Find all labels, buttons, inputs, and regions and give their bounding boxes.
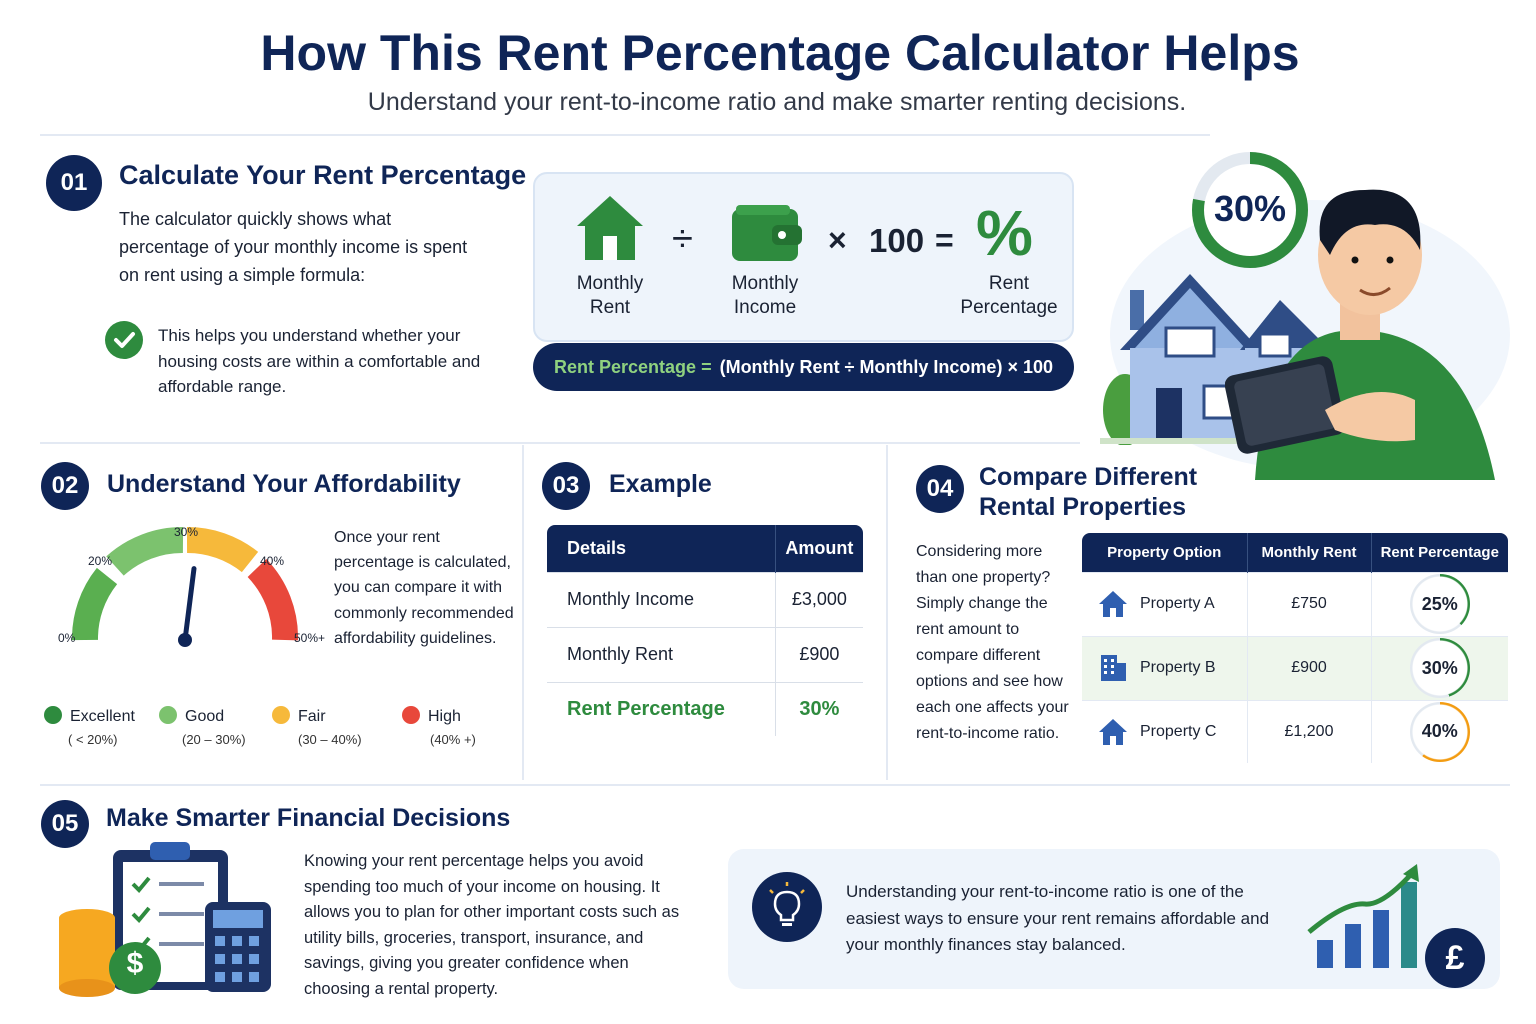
example-income-label: Monthly Income [547,571,776,627]
section1-body: The calculator quickly shows what percen… [119,209,468,285]
example-percentage-label: Rent Percentage [547,681,776,736]
example-rent-label: Monthly Rent [547,626,776,682]
house-icon [1099,718,1127,745]
legend-dot-high [402,706,420,724]
formula-result-label: Rent Percentage [960,273,1058,318]
example-income-value: £3,000 [774,571,863,627]
property-c-name: Property C [1140,722,1217,740]
building-icon [1101,655,1126,681]
affordability-gauge [50,520,330,665]
section2-body: Once your rent percentage is calculated,… [334,529,514,647]
percent-icon: % [976,197,1033,269]
example-table: Details Amount Monthly Income £3,000 Mon… [545,523,865,738]
property-a-rent: £750 [1246,571,1371,636]
formula-income-label: Monthly Income [731,273,799,318]
section1-check-text: This helps you understand whether your h… [158,326,481,396]
row1-divider [40,442,1080,444]
legend-high: High [402,706,461,726]
property-table: Property Option Monthly Rent Rent Percen… [1080,531,1510,765]
section-title-decisions: Make Smarter Financial Decisions [106,804,511,832]
example-header-details: Details [547,525,776,572]
section-number-03: 03 [542,462,590,510]
hundred-value: 100 [869,222,925,259]
table-row: Property C £1,200 40% [1082,699,1508,763]
property-c-rent: £1,200 [1246,699,1371,763]
gauge-tick-30: 30% [174,525,199,539]
section-title-affordability: Understand Your Affordability [107,470,461,498]
formula-bar-label: Rent Percentage = [554,356,712,377]
property-a-percentage: 25% [1409,574,1470,634]
legend-range-good: (20 – 30%) [182,732,246,747]
formula-bar-expression: (Monthly Rent ÷ Monthly Income) × 100 [719,356,1053,377]
tip-text: Understanding your rent-to-income ratio … [846,882,1270,954]
section-number-05: 05 [41,800,89,848]
legend-good: Good [159,706,224,726]
divider-3-4 [886,445,888,780]
check-icon [105,321,143,359]
pound-coin-icon: £ [1425,928,1485,988]
person-illustration [1224,180,1505,485]
clipboard-icon [55,840,285,1005]
property-a-name: Property A [1140,595,1215,612]
table-row: Monthly Rent £900 [547,626,863,682]
legend-range-high: (40% +) [430,732,476,747]
equals-symbol: = [935,222,954,258]
lightbulb-icon [752,872,822,942]
property-header-percentage: Rent Percentage [1370,533,1508,572]
row2-divider [40,784,1510,786]
legend-fair: Fair [272,706,326,726]
gauge-tick-40: 40% [260,554,285,568]
divide-symbol: ÷ [672,218,693,260]
formula-bar: Rent Percentage = (Monthly Rent ÷ Monthl… [533,343,1074,391]
growth-chart-icon [1305,862,1445,977]
property-header-option: Property Option [1082,533,1247,572]
legend-range-fair: (30 – 40%) [298,732,362,747]
table-row: Rent Percentage 30% [547,681,863,736]
section-number-02: 02 [41,462,89,510]
section-title-example: Example [609,470,712,498]
section5-body: Knowing your rent percentage helps you a… [304,852,680,998]
example-header-amount: Amount [774,525,863,572]
dollar-coin-icon: $ [126,947,144,980]
property-b-percentage: 30% [1409,638,1470,698]
section-title-calculate: Calculate Your Rent Percentage [119,160,527,190]
legend-dot-fair [272,706,290,724]
table-row: Property A £750 25% [1082,571,1508,636]
divider-2-3 [522,445,524,780]
formula-rent-label: Monthly Rent [576,273,644,318]
example-rent-value: £900 [774,626,863,682]
legend-excellent: Excellent [44,706,135,726]
gauge-tick-0: 0% [58,631,76,645]
property-header-rent: Monthly Rent [1246,533,1371,572]
tip-panel [728,849,1500,989]
percent-ring [1188,148,1312,272]
legend-dot-good [159,706,177,724]
property-c-percentage: 40% [1409,701,1470,762]
section-number-01: 01 [46,155,102,211]
section-number-04: 04 [916,465,964,513]
gauge-tick-50: 50%+ [294,631,326,645]
section4-body: Considering more than one property? Simp… [916,543,1069,742]
table-row: Property B £900 30% [1082,635,1508,700]
times-symbol: × [828,222,847,258]
property-b-rent: £900 [1246,635,1371,700]
percent-ring-label: 30% [1213,188,1287,229]
legend-range-excellent: ( < 20%) [68,732,118,747]
page-title: How This Rent Percentage Calculator Help… [260,25,1300,81]
page-subtitle: Understand your rent-to-income ratio and… [367,88,1187,116]
gauge-tick-20: 20% [88,554,113,568]
legend-dot-excellent [44,706,62,724]
house-icon [575,194,645,267]
table-row: Monthly Income £3,000 [547,571,863,627]
example-percentage-value: 30% [774,681,863,736]
section-title-compare-line2: Rental Properties [979,493,1187,521]
house-icon [1099,591,1127,617]
wallet-icon [732,205,802,268]
section-title-compare-line1: Compare Different [979,463,1198,491]
header-divider [40,134,1210,136]
property-b-name: Property B [1140,659,1216,676]
